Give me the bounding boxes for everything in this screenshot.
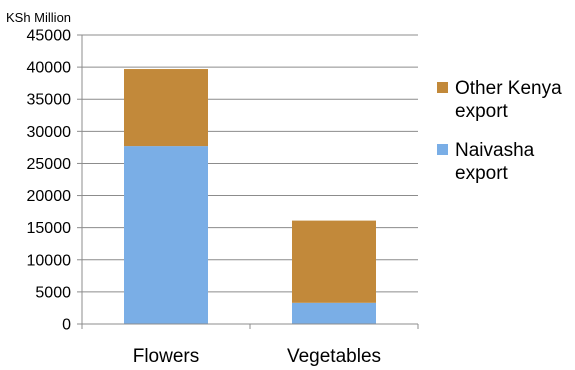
y-tick-label: 0 (62, 317, 71, 334)
y-tick-label: 25000 (27, 156, 72, 173)
bar-other-kenya-export-vegetables (292, 220, 376, 303)
bars (124, 69, 376, 324)
y-tick-label: 20000 (27, 188, 72, 205)
category-label: Flowers (133, 346, 200, 367)
legend-label: Other Kenya export (455, 78, 562, 122)
y-tick-label: 10000 (27, 252, 72, 269)
category-labels: Flowers Vegetables (133, 346, 381, 367)
y-tick-label: 35000 (27, 92, 72, 109)
y-tick-label: 40000 (27, 60, 72, 77)
legend-swatch (437, 144, 448, 155)
category-label: Vegetables (287, 346, 381, 367)
unit-label: KSh Million (6, 10, 71, 25)
y-tick-label: 15000 (27, 220, 72, 237)
legend-swatch (437, 82, 448, 93)
axes (77, 34, 419, 329)
bar-naivasha-export-vegetables (292, 302, 376, 324)
y-tick-labels: 0 5000 10000 15000 20000 25000 30000 35000 40000… (27, 28, 72, 334)
legend-label: Naivasha export (455, 140, 535, 184)
legend: Other Kenya export Naivasha export (437, 78, 562, 184)
bar-other-kenya-export-flowers (124, 69, 208, 147)
y-tick-label: 5000 (35, 284, 71, 301)
y-tick-label: 45000 (27, 28, 72, 45)
bar-naivasha-export-flowers (124, 146, 208, 324)
y-tick-label: 30000 (27, 124, 72, 141)
